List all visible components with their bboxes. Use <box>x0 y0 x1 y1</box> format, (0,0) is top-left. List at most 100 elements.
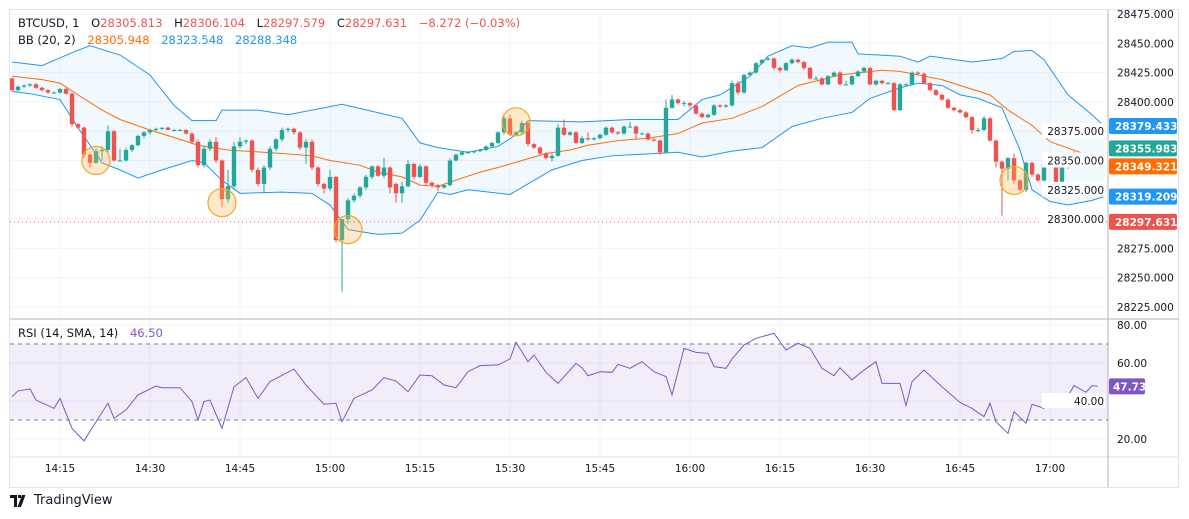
candle[interactable] <box>777 66 783 73</box>
candle[interactable] <box>483 145 489 152</box>
candle[interactable] <box>15 85 21 92</box>
candle[interactable] <box>597 133 603 140</box>
candle[interactable] <box>459 151 465 156</box>
candle[interactable] <box>843 80 849 86</box>
candle[interactable] <box>891 81 897 112</box>
candle[interactable] <box>153 127 159 132</box>
candle[interactable] <box>759 59 765 65</box>
candle[interactable] <box>657 139 663 155</box>
candle[interactable] <box>69 92 75 127</box>
candle[interactable] <box>27 83 33 87</box>
candle[interactable] <box>471 151 477 154</box>
candle[interactable] <box>909 71 915 86</box>
candle[interactable] <box>837 71 843 86</box>
candle[interactable] <box>981 115 987 132</box>
candle[interactable] <box>813 76 819 80</box>
candle[interactable] <box>39 86 45 92</box>
candle[interactable] <box>621 125 627 135</box>
candle[interactable] <box>681 100 687 107</box>
candle[interactable] <box>75 122 81 129</box>
candle[interactable] <box>633 125 639 140</box>
candle[interactable] <box>189 132 195 145</box>
candle[interactable] <box>645 132 651 141</box>
candle[interactable] <box>183 128 189 135</box>
candle[interactable] <box>351 193 357 203</box>
candle[interactable] <box>603 126 609 136</box>
candle[interactable] <box>303 139 309 165</box>
candle[interactable] <box>957 108 963 114</box>
candle[interactable] <box>237 137 243 149</box>
candle[interactable] <box>615 131 621 135</box>
candle[interactable] <box>945 98 951 109</box>
main-pane[interactable] <box>10 41 1105 292</box>
candle[interactable] <box>825 74 831 86</box>
candle[interactable] <box>969 115 975 134</box>
candle[interactable] <box>327 169 333 191</box>
rsi-label[interactable]: RSI (14, SMA, 14) <box>18 326 119 340</box>
candle[interactable] <box>921 72 927 85</box>
candle[interactable] <box>369 165 375 180</box>
candle[interactable] <box>561 119 567 136</box>
candle[interactable] <box>345 198 351 224</box>
brand-label[interactable]: TradingView <box>34 493 113 508</box>
candle[interactable] <box>195 139 201 168</box>
candle[interactable] <box>63 87 69 95</box>
candle[interactable] <box>243 139 249 145</box>
candle[interactable] <box>807 66 813 80</box>
candle[interactable] <box>147 128 153 135</box>
candle[interactable] <box>321 182 327 194</box>
candle[interactable] <box>687 101 693 108</box>
candle[interactable] <box>213 137 219 163</box>
bb-label[interactable]: BB (20, 2) <box>18 33 76 47</box>
candle[interactable] <box>489 141 495 148</box>
candle[interactable] <box>609 126 615 134</box>
candle[interactable] <box>903 83 909 86</box>
candle[interactable] <box>273 138 279 152</box>
candle[interactable] <box>405 160 411 188</box>
candle[interactable] <box>399 181 405 203</box>
candle[interactable] <box>1017 179 1023 191</box>
candle[interactable] <box>705 113 711 119</box>
candle[interactable] <box>129 144 135 153</box>
candle[interactable] <box>927 81 933 92</box>
candle[interactable] <box>795 58 801 64</box>
candle[interactable] <box>21 84 27 88</box>
candle[interactable] <box>591 137 597 141</box>
candle[interactable] <box>663 99 669 154</box>
candle[interactable] <box>1005 156 1011 181</box>
candle[interactable] <box>675 98 681 105</box>
candle[interactable] <box>1029 161 1035 177</box>
candle[interactable] <box>291 127 297 135</box>
candle[interactable] <box>789 58 795 65</box>
candle[interactable] <box>171 128 177 132</box>
candle[interactable] <box>93 148 99 165</box>
candle[interactable] <box>771 57 777 71</box>
candle[interactable] <box>87 153 93 168</box>
candle[interactable] <box>51 91 57 94</box>
candle[interactable] <box>519 120 525 135</box>
candle[interactable] <box>867 66 873 86</box>
candle[interactable] <box>57 87 63 94</box>
candle[interactable] <box>33 83 39 90</box>
candle[interactable] <box>729 80 735 107</box>
candle[interactable] <box>261 165 267 194</box>
candle[interactable] <box>933 89 939 97</box>
candle[interactable] <box>753 62 759 74</box>
candle[interactable] <box>10 77 15 92</box>
candle[interactable] <box>915 71 921 75</box>
candle[interactable] <box>285 127 291 133</box>
candle[interactable] <box>531 142 537 149</box>
candle[interactable] <box>231 141 237 189</box>
candle[interactable] <box>411 162 417 180</box>
candle[interactable] <box>429 181 435 188</box>
candle[interactable] <box>441 183 447 189</box>
candle[interactable] <box>543 152 549 160</box>
candle[interactable] <box>393 182 399 203</box>
candle[interactable] <box>123 147 129 162</box>
candle[interactable] <box>975 127 981 133</box>
candle[interactable] <box>339 219 345 292</box>
candle[interactable] <box>201 146 207 168</box>
candle[interactable] <box>585 132 591 141</box>
candle[interactable] <box>363 174 369 190</box>
candle[interactable] <box>549 153 555 162</box>
